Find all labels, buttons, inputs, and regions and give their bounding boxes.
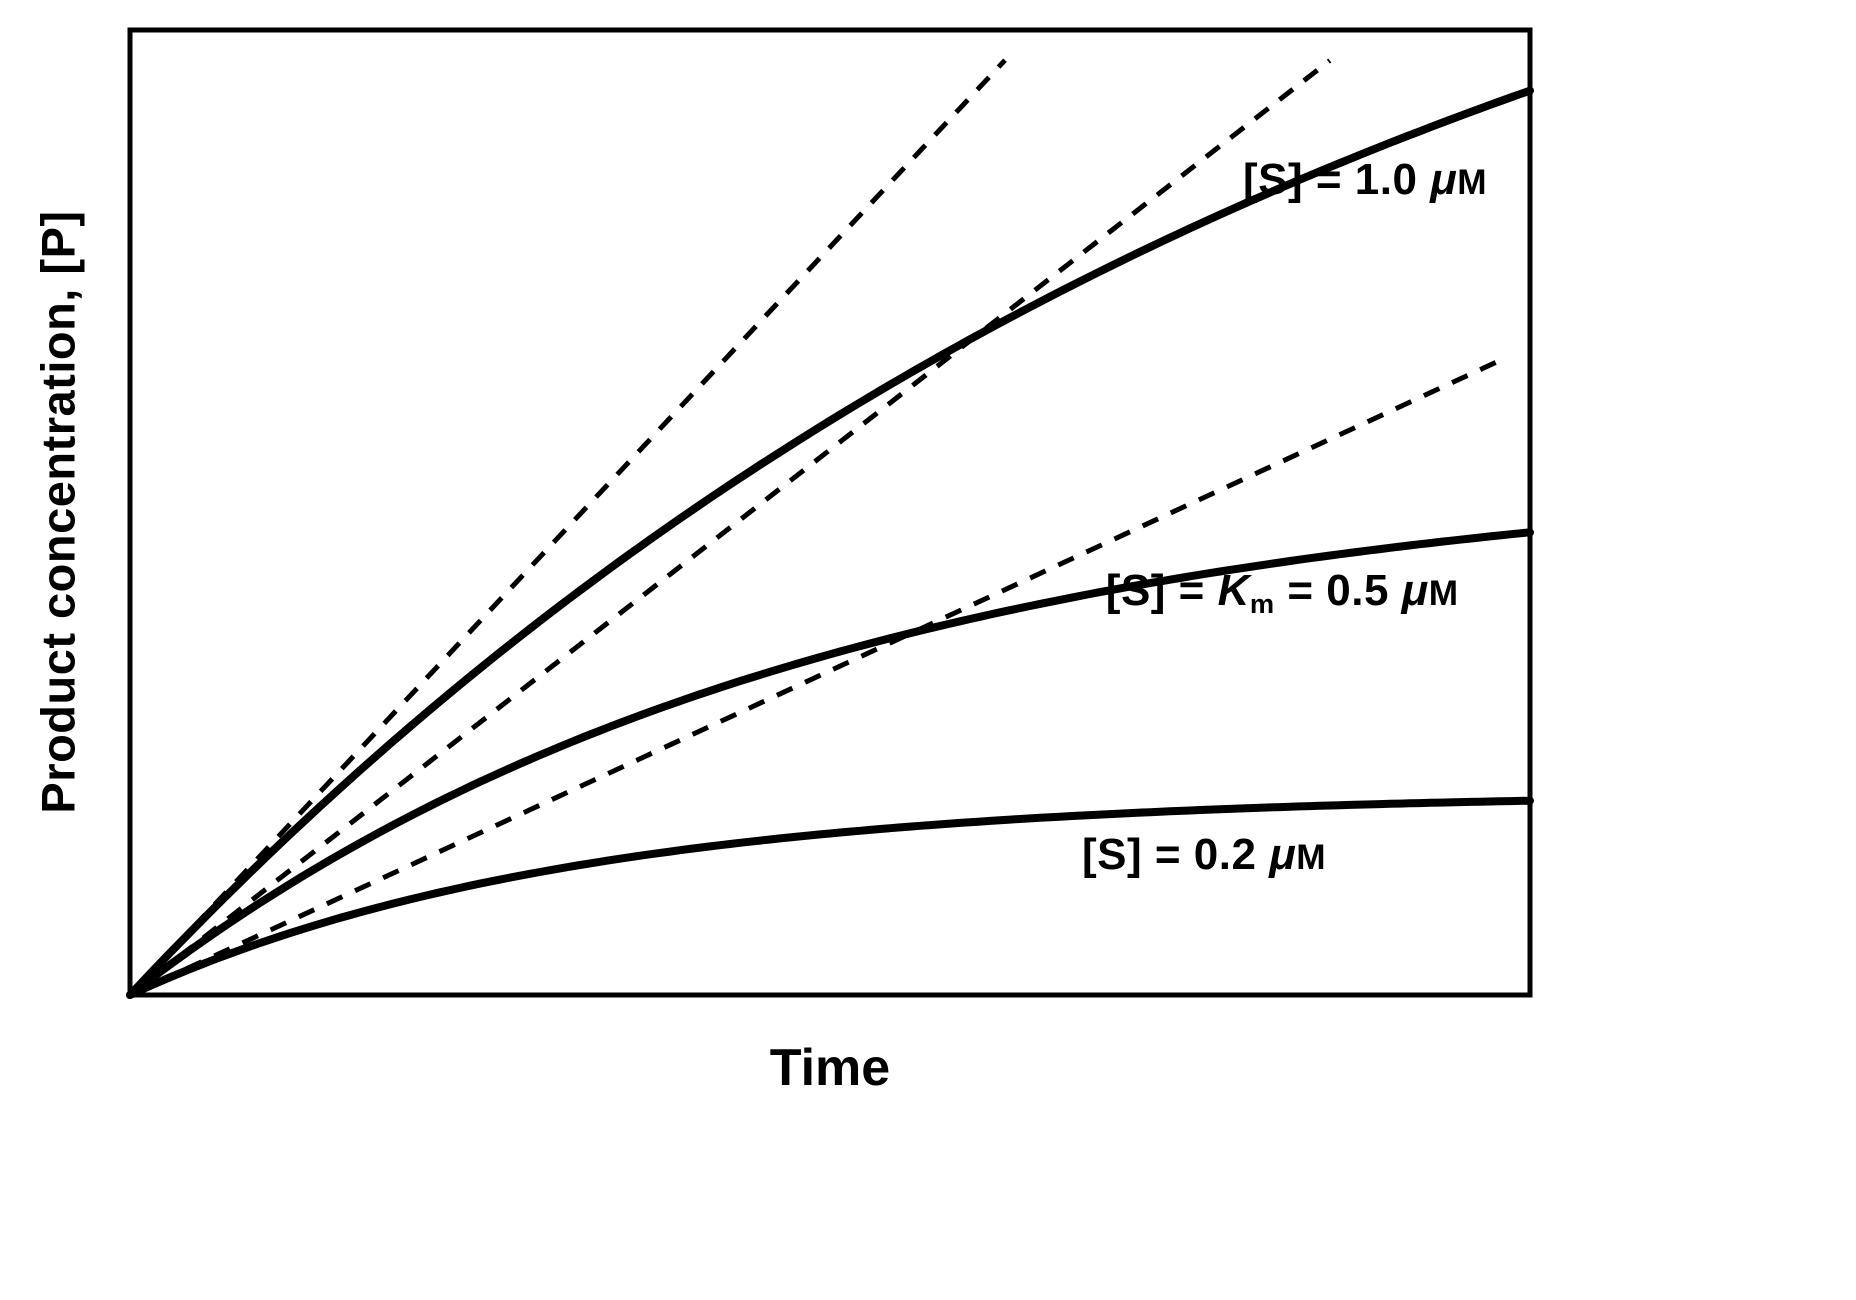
initial-velocity-tangent-line (128, 58, 1332, 997)
tangent-lines-group (128, 58, 1502, 998)
series-label-segment: [S] = (1105, 565, 1218, 615)
series-label-segment: μ (1430, 154, 1458, 204)
x-axis-label: Time (769, 1039, 891, 1097)
progress-curve (126, 86, 1534, 999)
series-label: [S] = 0.2 μM (1082, 830, 1326, 880)
series-label-segment: μ (1401, 565, 1429, 615)
series-label-segment: M (1428, 573, 1459, 613)
initial-velocity-tangent-line (128, 58, 1007, 997)
series-label-segment: m (1249, 587, 1275, 619)
curves-group (126, 86, 1534, 999)
series-label: [S] = 1.0 μM (1243, 155, 1487, 205)
series-label-segment: M (1296, 838, 1327, 878)
series-label-segment: μ (1269, 830, 1297, 880)
series-label-segment: = 0.5 (1274, 565, 1402, 615)
series-label-segment: M (1457, 162, 1488, 202)
plot-frame (127, 27, 1533, 998)
series-label: [S] = Km = 0.5 μM (1106, 566, 1459, 620)
series-label-segment: [S] = 0.2 (1082, 830, 1270, 880)
progress-curve (126, 796, 1534, 999)
y-axis-label: Product concentration, [P] (31, 210, 85, 814)
initial-velocity-tangent-line (128, 357, 1502, 998)
series-label-segment: [S] = 1.0 (1243, 154, 1431, 204)
series-label-segment: K (1217, 565, 1250, 615)
progress-curve (126, 528, 1534, 999)
